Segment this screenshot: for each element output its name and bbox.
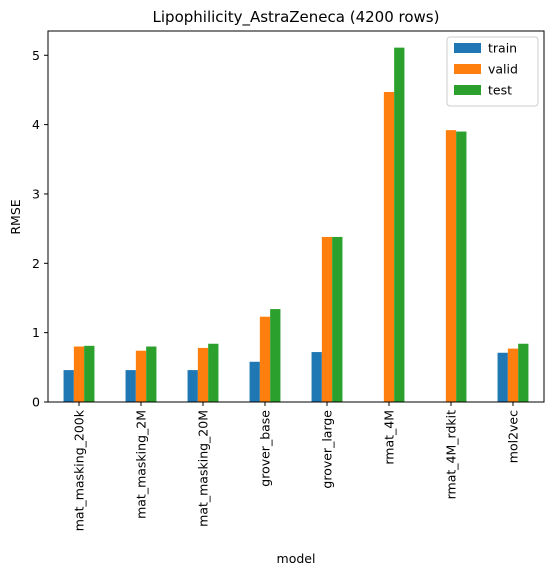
x-axis-label: model <box>277 551 316 566</box>
y-tick-label: 3 <box>32 186 40 201</box>
bar-test-rmat_4M_rdkit <box>456 131 467 403</box>
x-tick-label: mat_masking_20M <box>196 410 211 527</box>
bar-valid-grover_base <box>259 316 271 402</box>
x-axis: mat_masking_200k mat_masking_2M mat_maskin… <box>72 402 521 531</box>
x-tick-label: mat_masking_2M <box>134 410 149 519</box>
legend-swatch-train <box>454 43 481 53</box>
x-tick-label: mol2vec <box>506 410 521 463</box>
bar-train-mat_masking_20M <box>187 370 198 402</box>
legend: train valid test <box>446 36 539 107</box>
bar-valid-mat_masking_200k <box>73 346 85 402</box>
bar-train-mol2vec <box>497 352 508 402</box>
x-tick-label: mat_masking_200k <box>72 409 87 531</box>
bar-test-mol2vec <box>518 343 529 402</box>
y-tick-label: 4 <box>32 117 40 132</box>
y-tick-label: 2 <box>32 256 40 271</box>
bar-test-grover_large <box>332 236 343 402</box>
bar-valid-mat_masking_20M <box>197 347 209 402</box>
bar-test-grover_base <box>270 309 281 402</box>
y-tick-label: 5 <box>32 48 40 63</box>
x-tick-label: grover_base <box>258 410 273 487</box>
legend-swatch-valid <box>454 64 481 74</box>
bar-valid-mat_masking_2M <box>135 350 147 402</box>
bar-test-mat_masking_20M <box>208 343 219 402</box>
bar-train-mat_masking_200k <box>63 370 74 402</box>
bar-valid-rmat_4M_rdkit <box>445 130 457 402</box>
bar-valid-grover_large <box>321 236 333 402</box>
bar-test-mat_masking_200k <box>84 345 95 402</box>
bar-test-mat_masking_2M <box>146 346 157 402</box>
x-tick-label: rmat_4M <box>382 410 397 465</box>
bar-train-grover_base <box>249 361 260 402</box>
legend-label-test: test <box>488 83 512 98</box>
plot-frame <box>47 30 545 403</box>
y-axis: 0 1 2 3 4 5 <box>32 48 48 410</box>
x-tick-label: rmat_4M_rdkit <box>444 410 459 499</box>
legend-swatch-test <box>454 85 481 95</box>
chart-title: Lipophilicity_AstraZeneca (4200 rows) <box>153 8 440 27</box>
legend-label-train: train <box>488 41 517 56</box>
bar-valid-mol2vec <box>507 348 519 402</box>
bar-train-mat_masking_2M <box>125 370 136 402</box>
bar-test-rmat_4M <box>394 47 405 402</box>
y-tick-label: 1 <box>32 325 40 340</box>
y-axis-label: RMSE <box>8 199 23 234</box>
bar-valid-rmat_4M <box>383 92 395 403</box>
bar-train-grover_large <box>311 352 322 402</box>
legend-label-valid: valid <box>488 62 518 77</box>
x-tick-label: grover_large <box>320 410 335 489</box>
bars-group <box>63 47 529 403</box>
y-tick-label: 0 <box>32 395 40 410</box>
